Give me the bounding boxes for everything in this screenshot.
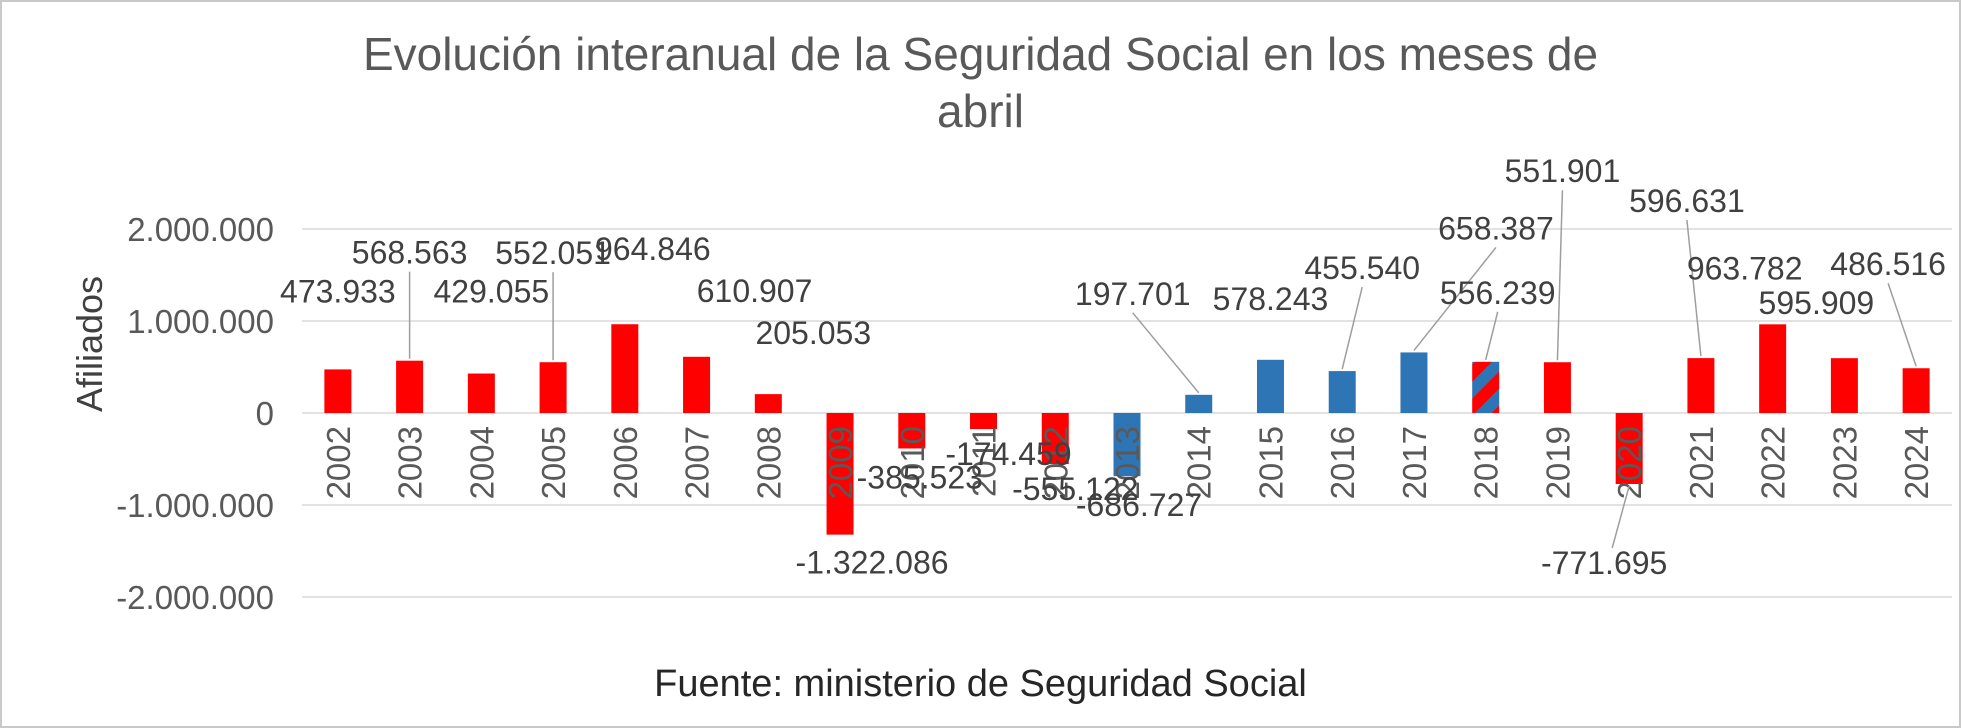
y-tick-label: -1.000.000 (116, 487, 274, 524)
leader-line-2014 (1132, 312, 1200, 394)
data-label-2009: -1.322.086 (796, 545, 949, 581)
bar-2005 (539, 362, 567, 413)
data-label-2022: 963.782 (1687, 250, 1803, 286)
bar-2010 (898, 413, 926, 449)
y-axis-title: Afiliados (69, 275, 110, 413)
y-tick-label: 1.000.000 (127, 303, 274, 340)
data-label-2015: 578.243 (1213, 281, 1329, 317)
x-tick-label-2016: 2016 (1324, 426, 1361, 499)
leader-line-2020 (1611, 485, 1630, 549)
data-label-2008: 205.053 (755, 315, 871, 351)
x-tick-label-2015: 2015 (1252, 426, 1289, 499)
bar-2013 (1113, 413, 1141, 477)
x-tick-label-2002: 2002 (320, 426, 357, 499)
x-tick-label-2003: 2003 (392, 426, 429, 499)
leader-line-2021 (1686, 220, 1702, 357)
bar-2002 (324, 369, 352, 413)
leader-line-2017 (1413, 246, 1497, 351)
data-label-2005: 552.051 (495, 235, 611, 271)
data-label-2024: 486.516 (1830, 246, 1946, 282)
data-label-2014: 197.701 (1075, 276, 1191, 312)
bar-2007 (683, 356, 711, 413)
x-tick-label-2013: 2013 (1109, 426, 1146, 499)
bar-2003 (396, 360, 424, 413)
data-label-2019: 551.901 (1505, 153, 1621, 189)
x-tick-label-2020: 2020 (1611, 426, 1648, 499)
bar-2014 (1185, 394, 1213, 413)
bar-2011 (970, 413, 998, 430)
data-label-2012: -555.122 (1012, 471, 1138, 507)
data-label-2017: 658.387 (1438, 210, 1554, 246)
bar-2008 (754, 394, 782, 413)
bar-2012 (1041, 413, 1069, 465)
bar-2020 (1615, 413, 1643, 484)
data-label-2002: 473.933 (280, 273, 396, 309)
chart-title: Evolución interanual de la Seguridad Soc… (362, 28, 1599, 138)
data-label-2018: 556.239 (1440, 275, 1556, 311)
source-caption: Fuente: ministerio de Seguridad Social (654, 663, 1307, 705)
data-label-2013: -686.727 (1076, 487, 1202, 523)
leader-line-2016 (1341, 286, 1363, 370)
data-label-2011: -174.459 (945, 436, 1071, 472)
x-tick-label-2019: 2019 (1539, 426, 1576, 499)
x-tick-label-2011: 2011 (966, 426, 1003, 497)
x-tick-label-2004: 2004 (463, 426, 500, 499)
bar-2022 (1759, 324, 1787, 413)
data-label-2016: 455.540 (1304, 250, 1420, 286)
bar-2016 (1328, 371, 1356, 413)
bar-2006 (611, 324, 639, 413)
data-label-2010: -385.523 (857, 459, 983, 495)
data-label-2007: 610.907 (697, 273, 813, 309)
bar-2004 (467, 373, 495, 413)
data-label-2020: -771.695 (1541, 545, 1667, 581)
bar-2018 (1472, 361, 1500, 413)
x-tick-label-2014: 2014 (1181, 426, 1218, 499)
y-tick-label: -2.000.000 (116, 579, 274, 616)
y-tick-label: 2.000.000 (127, 211, 274, 248)
leader-line-2018 (1484, 311, 1499, 361)
bar-2019 (1543, 362, 1571, 413)
data-label-2021: 596.631 (1629, 183, 1745, 219)
x-tick-label-2005: 2005 (535, 426, 572, 499)
x-tick-label-2023: 2023 (1826, 426, 1863, 499)
leader-line-2024 (1887, 283, 1917, 367)
data-label-2003: 568.563 (352, 235, 468, 271)
x-tick-label-2008: 2008 (750, 426, 787, 499)
data-label-2004: 429.055 (434, 274, 550, 310)
y-tick-label: 0 (256, 395, 274, 432)
bar-2009 (826, 413, 854, 535)
x-tick-label-2009: 2009 (822, 426, 859, 499)
data-label-2023: 595.909 (1759, 285, 1875, 321)
x-tick-label-2022: 2022 (1755, 426, 1792, 499)
bar-2021 (1687, 358, 1715, 413)
x-tick-label-2007: 2007 (679, 426, 716, 499)
x-tick-label-2006: 2006 (607, 426, 644, 499)
data-label-2006: 964.846 (595, 231, 711, 267)
bar-2024 (1902, 368, 1930, 413)
bar-2023 (1830, 358, 1858, 413)
bar-2015 (1256, 359, 1284, 413)
x-tick-label-2021: 2021 (1683, 426, 1720, 499)
x-tick-label-2018: 2018 (1468, 426, 1505, 499)
leader-line-2019 (1556, 190, 1564, 361)
x-tick-label-2010: 2010 (894, 426, 931, 499)
x-tick-label-2024: 2024 (1898, 426, 1935, 499)
x-tick-label-2017: 2017 (1396, 426, 1433, 499)
x-tick-label-2012: 2012 (1037, 426, 1074, 499)
bar-2017 (1400, 352, 1428, 413)
